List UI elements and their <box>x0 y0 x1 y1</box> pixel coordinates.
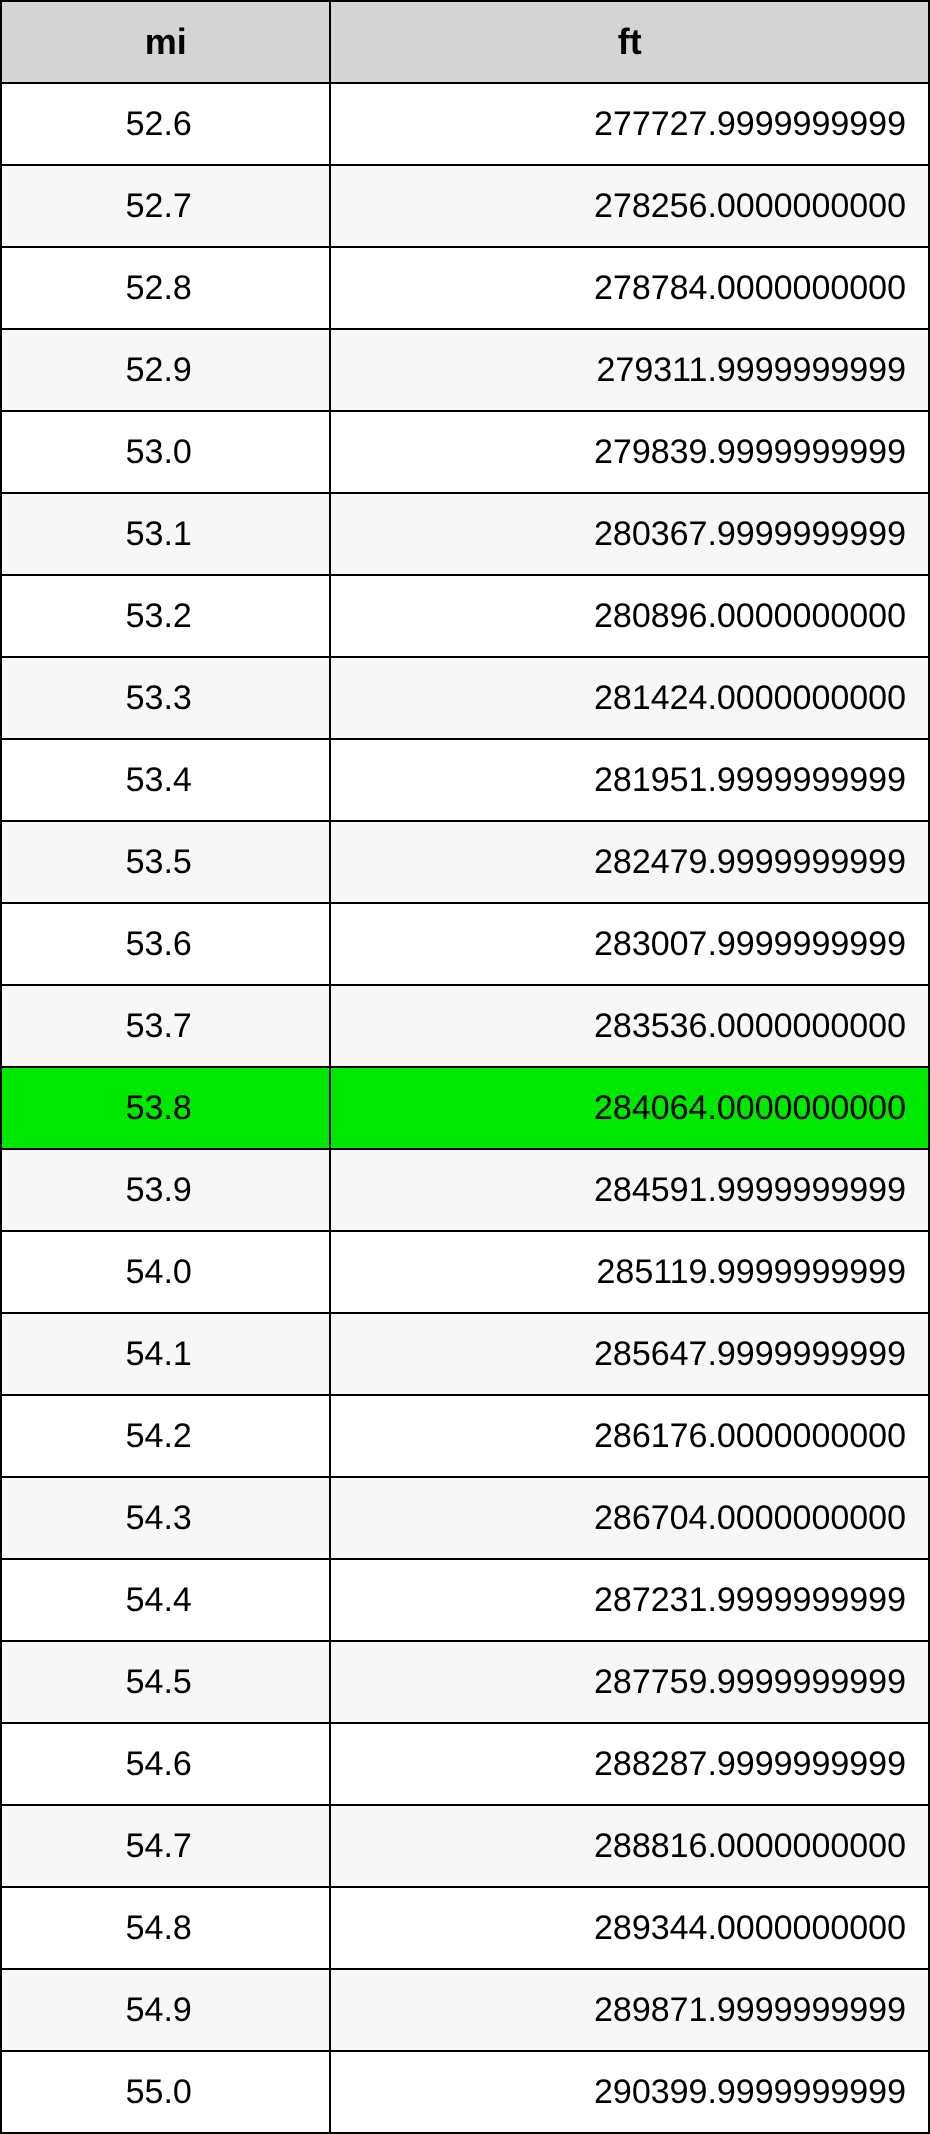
cell-mi: 53.7 <box>1 985 330 1067</box>
cell-ft: 284591.9999999999 <box>330 1149 929 1231</box>
cell-mi: 54.2 <box>1 1395 330 1477</box>
cell-mi: 53.4 <box>1 739 330 821</box>
table-row: 54.6288287.9999999999 <box>1 1723 929 1805</box>
cell-ft: 278256.0000000000 <box>330 165 929 247</box>
table-row: 54.7288816.0000000000 <box>1 1805 929 1887</box>
cell-ft: 288287.9999999999 <box>330 1723 929 1805</box>
cell-ft: 285647.9999999999 <box>330 1313 929 1395</box>
table-row: 53.9284591.9999999999 <box>1 1149 929 1231</box>
table-row: 53.7283536.0000000000 <box>1 985 929 1067</box>
cell-mi: 54.5 <box>1 1641 330 1723</box>
table-row: 52.7278256.0000000000 <box>1 165 929 247</box>
cell-ft: 289871.9999999999 <box>330 1969 929 2051</box>
conversion-table: mi ft 52.6277727.999999999952.7278256.00… <box>0 0 930 2134</box>
cell-mi: 53.8 <box>1 1067 330 1149</box>
cell-mi: 53.2 <box>1 575 330 657</box>
cell-mi: 53.1 <box>1 493 330 575</box>
table-row: 55.0290399.9999999999 <box>1 2051 929 2133</box>
cell-mi: 52.7 <box>1 165 330 247</box>
cell-ft: 281424.0000000000 <box>330 657 929 739</box>
cell-ft: 278784.0000000000 <box>330 247 929 329</box>
cell-ft: 287759.9999999999 <box>330 1641 929 1723</box>
cell-ft: 286176.0000000000 <box>330 1395 929 1477</box>
cell-mi: 55.0 <box>1 2051 330 2133</box>
table-row: 53.3281424.0000000000 <box>1 657 929 739</box>
cell-ft: 285119.9999999999 <box>330 1231 929 1313</box>
cell-mi: 54.1 <box>1 1313 330 1395</box>
cell-mi: 53.6 <box>1 903 330 985</box>
cell-mi: 53.5 <box>1 821 330 903</box>
cell-ft: 282479.9999999999 <box>330 821 929 903</box>
table-row: 54.8289344.0000000000 <box>1 1887 929 1969</box>
cell-ft: 277727.9999999999 <box>330 83 929 165</box>
table-row: 52.6277727.9999999999 <box>1 83 929 165</box>
table-row: 54.4287231.9999999999 <box>1 1559 929 1641</box>
table-row: 54.1285647.9999999999 <box>1 1313 929 1395</box>
table-row: 53.1280367.9999999999 <box>1 493 929 575</box>
cell-mi: 54.3 <box>1 1477 330 1559</box>
cell-mi: 54.4 <box>1 1559 330 1641</box>
cell-mi: 53.9 <box>1 1149 330 1231</box>
cell-mi: 53.3 <box>1 657 330 739</box>
cell-mi: 53.0 <box>1 411 330 493</box>
cell-ft: 287231.9999999999 <box>330 1559 929 1641</box>
table-row: 52.8278784.0000000000 <box>1 247 929 329</box>
cell-ft: 280896.0000000000 <box>330 575 929 657</box>
cell-mi: 54.7 <box>1 1805 330 1887</box>
cell-mi: 52.8 <box>1 247 330 329</box>
cell-ft: 283536.0000000000 <box>330 985 929 1067</box>
cell-ft: 279839.9999999999 <box>330 411 929 493</box>
table-row: 53.0279839.9999999999 <box>1 411 929 493</box>
table-row: 54.9289871.9999999999 <box>1 1969 929 2051</box>
table-row: 53.4281951.9999999999 <box>1 739 929 821</box>
cell-ft: 286704.0000000000 <box>330 1477 929 1559</box>
table-row: 54.5287759.9999999999 <box>1 1641 929 1723</box>
table-row: 54.0285119.9999999999 <box>1 1231 929 1313</box>
cell-ft: 279311.9999999999 <box>330 329 929 411</box>
cell-mi: 54.9 <box>1 1969 330 2051</box>
cell-ft: 280367.9999999999 <box>330 493 929 575</box>
cell-mi: 54.6 <box>1 1723 330 1805</box>
table-row: 53.5282479.9999999999 <box>1 821 929 903</box>
table-row: 54.2286176.0000000000 <box>1 1395 929 1477</box>
table-row: 54.3286704.0000000000 <box>1 1477 929 1559</box>
table-row: 52.9279311.9999999999 <box>1 329 929 411</box>
table-row: 53.2280896.0000000000 <box>1 575 929 657</box>
cell-mi: 54.8 <box>1 1887 330 1969</box>
cell-mi: 52.6 <box>1 83 330 165</box>
cell-ft: 281951.9999999999 <box>330 739 929 821</box>
cell-mi: 54.0 <box>1 1231 330 1313</box>
cell-ft: 289344.0000000000 <box>330 1887 929 1969</box>
cell-mi: 52.9 <box>1 329 330 411</box>
column-header-ft: ft <box>330 1 929 83</box>
table-row: 53.8284064.0000000000 <box>1 1067 929 1149</box>
cell-ft: 284064.0000000000 <box>330 1067 929 1149</box>
cell-ft: 290399.9999999999 <box>330 2051 929 2133</box>
cell-ft: 283007.9999999999 <box>330 903 929 985</box>
cell-ft: 288816.0000000000 <box>330 1805 929 1887</box>
table-header-row: mi ft <box>1 1 929 83</box>
column-header-mi: mi <box>1 1 330 83</box>
table-row: 53.6283007.9999999999 <box>1 903 929 985</box>
